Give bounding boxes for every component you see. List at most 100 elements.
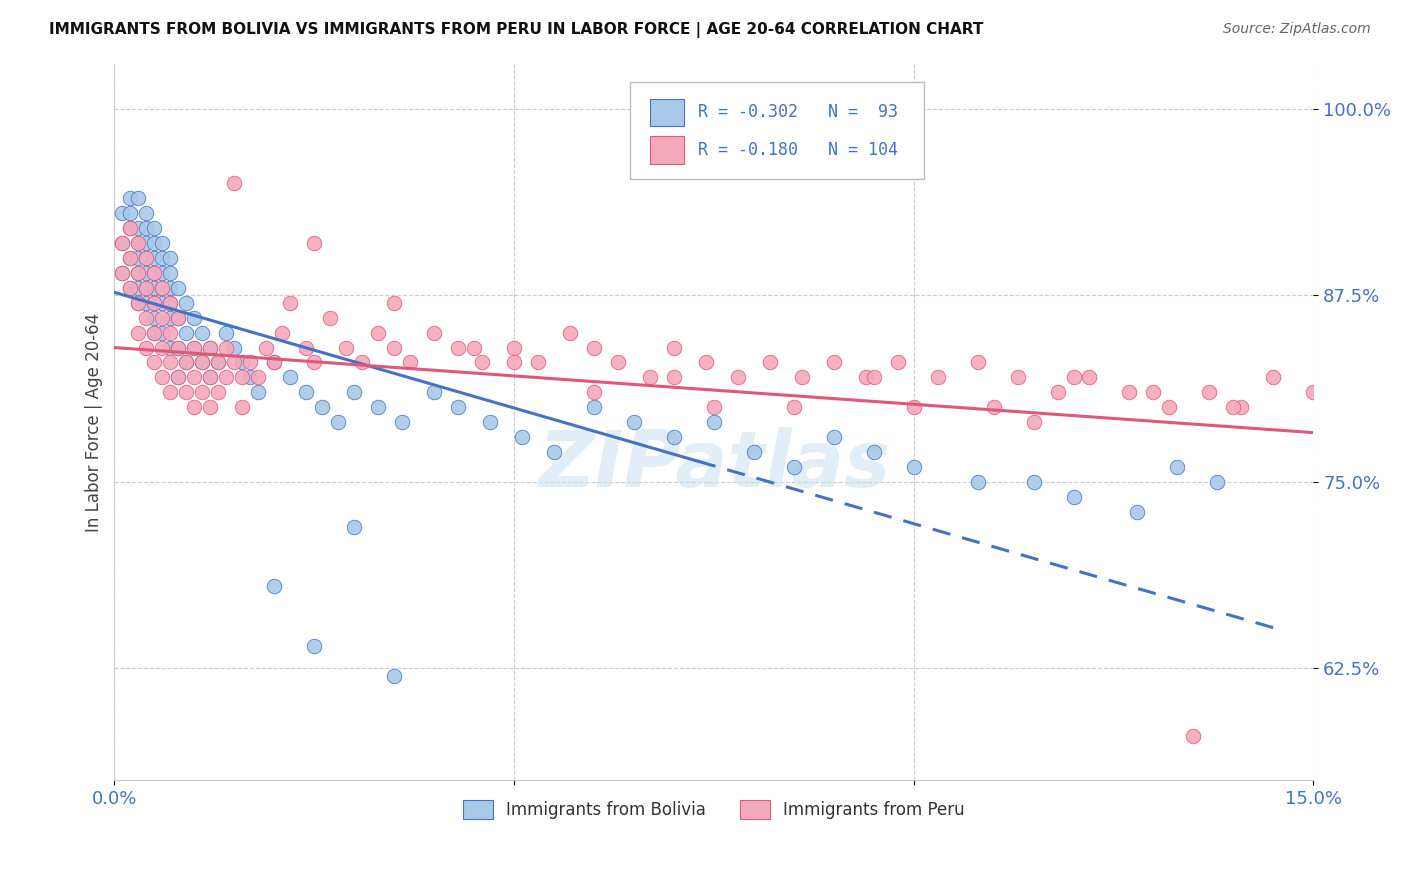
Point	[176, 385, 198, 400]
Point	[1182, 729, 1205, 743]
Point	[150, 281, 173, 295]
Point	[983, 401, 1005, 415]
Point	[302, 236, 325, 251]
Point	[150, 266, 173, 280]
Point	[120, 191, 142, 205]
Point	[263, 355, 285, 369]
Point	[231, 401, 253, 415]
Point	[727, 370, 749, 384]
Point	[127, 236, 149, 251]
Point	[382, 669, 405, 683]
Point	[1198, 385, 1220, 400]
Point	[328, 415, 350, 429]
Point	[1022, 475, 1045, 489]
Point	[120, 251, 142, 265]
Point	[143, 326, 166, 340]
Point	[120, 281, 142, 295]
Point	[159, 326, 181, 340]
Point	[295, 385, 318, 400]
Point	[176, 295, 198, 310]
Point	[183, 341, 205, 355]
Point	[703, 401, 725, 415]
Point	[135, 236, 157, 251]
Point	[143, 295, 166, 310]
Point	[150, 341, 173, 355]
Point	[447, 401, 470, 415]
Point	[176, 355, 198, 369]
Point	[167, 370, 190, 384]
Point	[143, 266, 166, 280]
Point	[127, 251, 149, 265]
Point	[111, 206, 134, 220]
Point	[127, 266, 149, 280]
Point	[135, 206, 157, 220]
Point	[367, 326, 389, 340]
Point	[1022, 415, 1045, 429]
Point	[790, 370, 813, 384]
Point	[558, 326, 581, 340]
Point	[662, 430, 685, 444]
Point	[352, 355, 374, 369]
Point	[703, 415, 725, 429]
Point	[143, 295, 166, 310]
Point	[207, 355, 229, 369]
Point	[278, 295, 301, 310]
Point	[391, 415, 413, 429]
Point	[382, 341, 405, 355]
Point	[343, 519, 366, 533]
Point	[191, 385, 214, 400]
Point	[302, 639, 325, 653]
Point	[150, 310, 173, 325]
Point	[127, 281, 149, 295]
Point	[150, 370, 173, 384]
Point	[302, 355, 325, 369]
Point	[367, 401, 389, 415]
Point	[191, 355, 214, 369]
Point	[207, 385, 229, 400]
Point	[382, 295, 405, 310]
Point	[278, 370, 301, 384]
Point	[231, 370, 253, 384]
Point	[335, 341, 357, 355]
Point	[191, 326, 214, 340]
Point	[623, 415, 645, 429]
Point	[447, 341, 470, 355]
Point	[1230, 401, 1253, 415]
Point	[120, 251, 142, 265]
Point	[200, 370, 222, 384]
Point	[111, 236, 134, 251]
Point	[150, 251, 173, 265]
Point	[135, 221, 157, 235]
Point	[120, 221, 142, 235]
Point	[1126, 505, 1149, 519]
Point	[224, 177, 246, 191]
Point	[143, 266, 166, 280]
Point	[759, 355, 782, 369]
Point	[150, 236, 173, 251]
Point	[263, 579, 285, 593]
Point	[127, 266, 149, 280]
Point	[247, 370, 270, 384]
Point	[903, 459, 925, 474]
Y-axis label: In Labor Force | Age 20-64: In Labor Force | Age 20-64	[86, 312, 103, 532]
Point	[343, 385, 366, 400]
Point	[200, 370, 222, 384]
Point	[143, 355, 166, 369]
Point	[295, 341, 318, 355]
Point	[503, 341, 526, 355]
Point	[120, 221, 142, 235]
Legend: Immigrants from Bolivia, Immigrants from Peru: Immigrants from Bolivia, Immigrants from…	[457, 793, 972, 826]
Point	[159, 385, 181, 400]
Point	[638, 370, 661, 384]
Point	[183, 370, 205, 384]
Point	[167, 370, 190, 384]
Point	[120, 281, 142, 295]
Point	[399, 355, 422, 369]
Point	[886, 355, 908, 369]
Point	[135, 310, 157, 325]
Point	[479, 415, 502, 429]
Point	[159, 295, 181, 310]
Point	[120, 206, 142, 220]
Point	[200, 401, 222, 415]
Point	[503, 355, 526, 369]
